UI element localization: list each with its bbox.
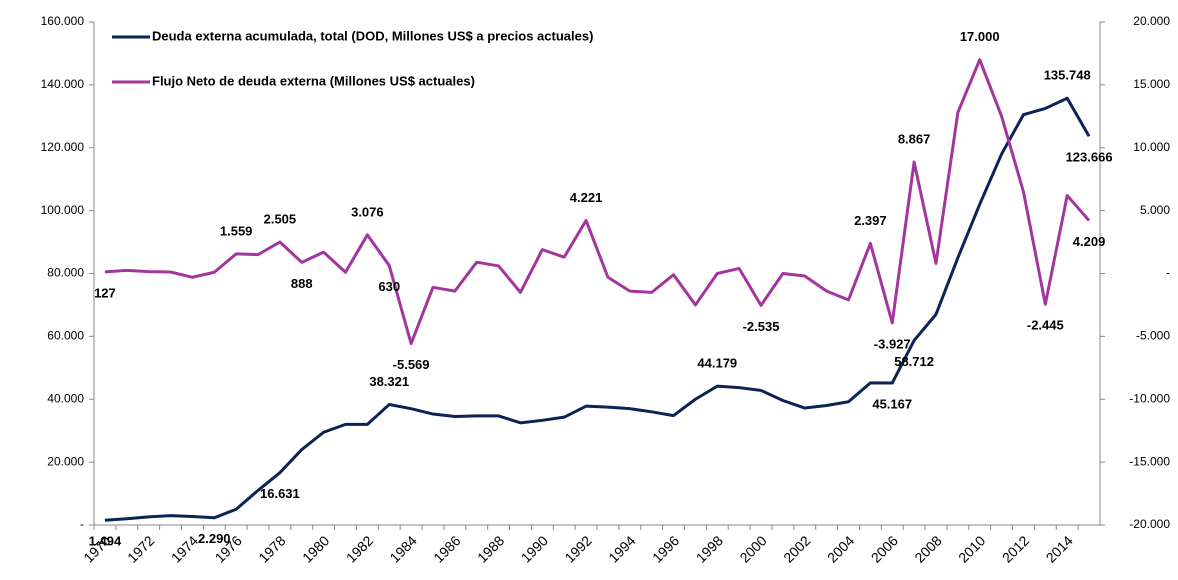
x-tick-label: 1984 xyxy=(387,532,420,565)
data-label: 3.076 xyxy=(351,204,384,219)
x-tick-label: 1990 xyxy=(518,532,551,565)
data-label: -2.535 xyxy=(743,319,780,334)
x-tick-label: 1982 xyxy=(343,532,376,565)
data-label: 1.559 xyxy=(220,223,253,238)
x-tick-label: 1986 xyxy=(430,532,463,565)
y2-tick-label: -15.000 xyxy=(1129,454,1170,468)
data-label: 2.505 xyxy=(264,211,297,226)
y2-tick-label: -20.000 xyxy=(1129,517,1170,531)
y-tick-label: 160.000 xyxy=(41,14,85,28)
data-label: 630 xyxy=(378,279,400,294)
y-tick-label: 140.000 xyxy=(41,77,85,91)
y2-tick-label: 20.000 xyxy=(1133,14,1170,28)
data-label: -3.927 xyxy=(874,336,911,351)
data-label: 17.000 xyxy=(960,29,1000,44)
data-label: 45.167 xyxy=(872,396,912,411)
x-tick-label: 1980 xyxy=(299,532,332,565)
x-tick-label: 2004 xyxy=(824,532,857,565)
x-tick-label: 1998 xyxy=(693,532,726,565)
series-line xyxy=(104,58,1091,346)
y2-tick-label: 5.000 xyxy=(1140,203,1170,217)
legend-label: Deuda externa acumulada, total (DOD, Mil… xyxy=(152,28,593,43)
x-tick-label: 2008 xyxy=(911,532,944,565)
data-label: 2.290 xyxy=(198,531,231,546)
y-tick-label: 40.000 xyxy=(47,391,84,405)
data-label: 4.221 xyxy=(570,190,603,205)
data-label: 8.867 xyxy=(898,131,931,146)
x-tick-label: 2006 xyxy=(868,532,901,565)
data-label: 135.748 xyxy=(1044,68,1091,83)
x-tick-label: 1974 xyxy=(168,532,201,565)
data-label: 4.209 xyxy=(1073,234,1106,249)
data-label: 888 xyxy=(291,276,313,291)
y2-tick-label: 10.000 xyxy=(1133,140,1170,154)
y2-tick-label: -10.000 xyxy=(1129,391,1170,405)
legend-label: Flujo Neto de deuda externa (Millones US… xyxy=(152,73,475,88)
x-tick-label: 2014 xyxy=(1043,532,1076,565)
x-tick-label: 1994 xyxy=(605,532,638,565)
x-tick-label: 1996 xyxy=(649,532,682,565)
x-tick-label: 2012 xyxy=(999,532,1032,565)
x-tick-label: 2000 xyxy=(736,532,769,565)
y-tick-label: 60.000 xyxy=(47,329,84,343)
y-tick-label: 20.000 xyxy=(47,454,84,468)
data-label: 38.321 xyxy=(369,374,409,389)
series-line xyxy=(104,96,1091,522)
data-label: -5.569 xyxy=(393,357,430,372)
y-tick-label: 80.000 xyxy=(47,266,84,280)
x-tick-label: 1978 xyxy=(255,532,288,565)
data-label: 123.666 xyxy=(1066,150,1113,165)
data-label: 58.712 xyxy=(894,354,934,369)
data-label: 127 xyxy=(94,285,116,300)
y-tick-label: - xyxy=(80,517,84,531)
data-label: 16.631 xyxy=(260,486,300,501)
data-label: -2.445 xyxy=(1027,318,1064,333)
y2-tick-label: -5.000 xyxy=(1136,329,1170,343)
y-tick-label: 100.000 xyxy=(41,203,85,217)
x-tick-label: 2002 xyxy=(780,532,813,565)
y-tick-label: 120.000 xyxy=(41,140,85,154)
y2-tick-label: 15.000 xyxy=(1133,77,1170,91)
data-label: 1.494 xyxy=(89,534,122,549)
x-tick-label: 2010 xyxy=(955,532,988,565)
x-tick-label: 1992 xyxy=(561,532,594,565)
data-label: 2.397 xyxy=(854,213,887,228)
x-tick-label: 1972 xyxy=(124,532,157,565)
x-tick-label: 1988 xyxy=(474,532,507,565)
y2-tick-label: - xyxy=(1166,266,1170,280)
data-label: 44.179 xyxy=(697,356,737,371)
